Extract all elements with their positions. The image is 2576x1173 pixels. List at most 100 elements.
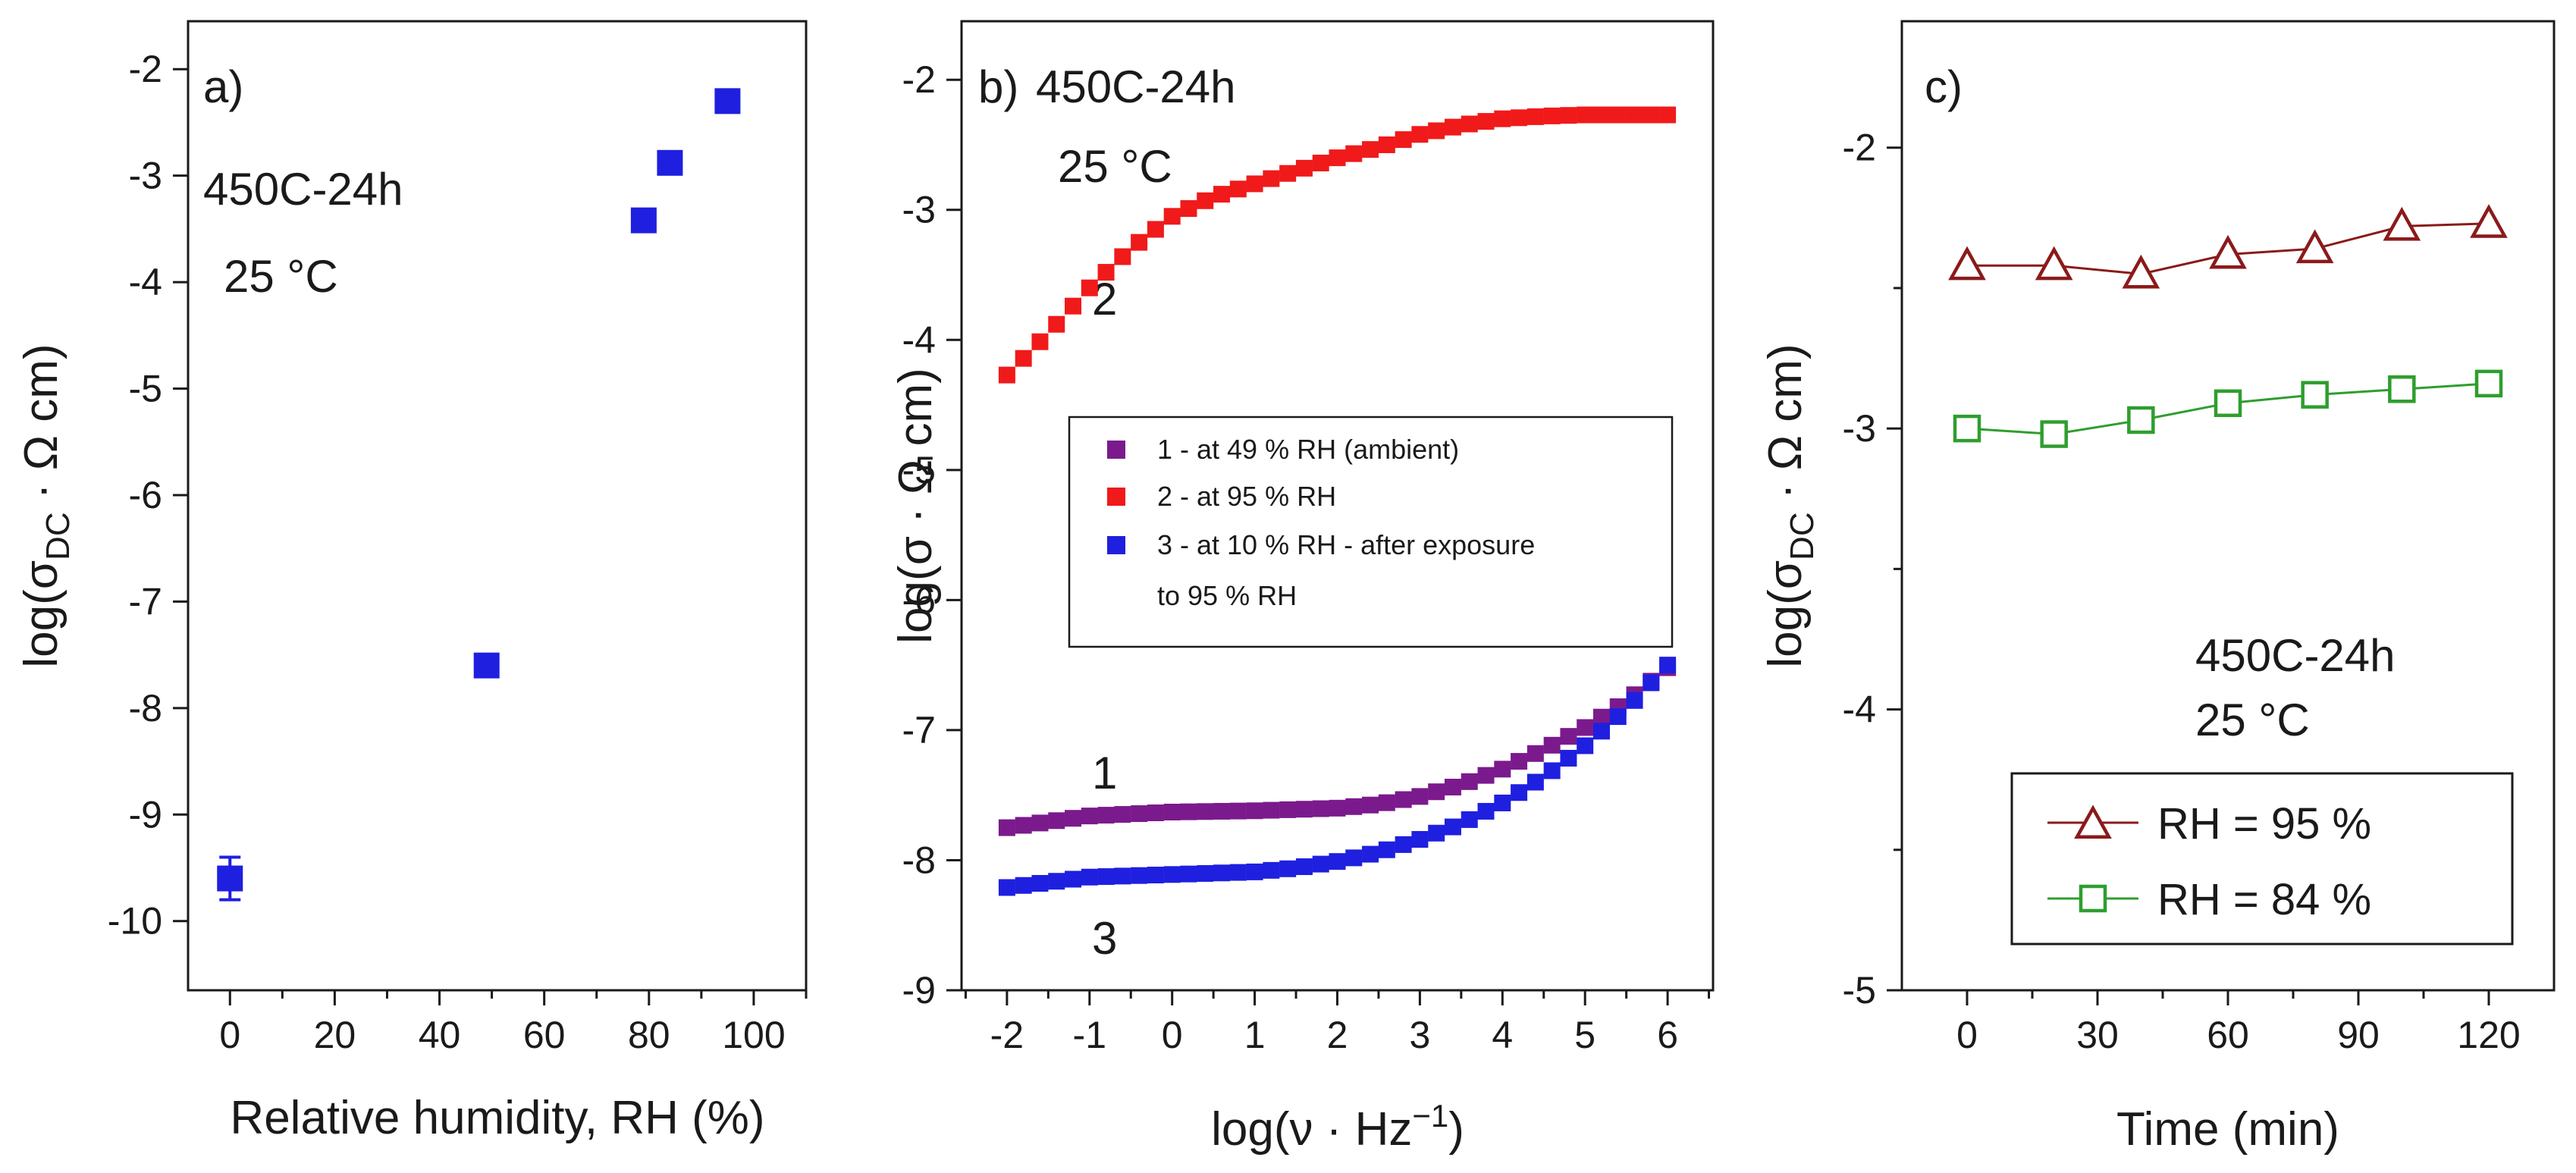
data-point	[1114, 248, 1131, 265]
data-point	[2388, 375, 2416, 403]
x-tick-label: 90	[2337, 1014, 2380, 1056]
data-point	[1543, 762, 1561, 779]
y-tick-label: -4	[129, 261, 162, 303]
data-point	[1428, 122, 1445, 140]
data-point	[1197, 192, 1214, 209]
data-point	[1461, 811, 1478, 828]
x-axis-title-superscript: −1	[1412, 1098, 1448, 1134]
x-tick-label: 6	[1657, 1014, 1678, 1056]
data-point	[1015, 817, 1032, 834]
data-point	[657, 149, 683, 176]
x-axis-title-suffix: )	[1448, 1103, 1464, 1156]
data-point	[1031, 874, 1049, 892]
y-axis-title: log(σDC · Ω cm)	[15, 343, 77, 667]
data-point	[630, 207, 657, 234]
data-point	[1213, 864, 1231, 882]
data-point	[1543, 107, 1561, 124]
data-point	[2383, 206, 2421, 241]
data-point	[1081, 868, 1098, 886]
data-point	[1097, 868, 1115, 886]
y-tick-label: -2	[1843, 127, 1876, 169]
data-point	[1295, 801, 1313, 818]
y-axis-title: log(σ · Ω cm)	[890, 368, 942, 644]
sample-annotation: 450C-24h	[1036, 61, 1236, 112]
data-point	[998, 819, 1015, 836]
data-point	[1444, 779, 1461, 796]
data-point	[1428, 824, 1445, 842]
x-tick-label: -2	[990, 1014, 1024, 1056]
y-tick-label: -7	[129, 580, 162, 623]
data-point	[1329, 149, 1346, 167]
data-series-1	[1948, 204, 2508, 289]
data-point	[1213, 186, 1231, 203]
curve-label-3: 3	[1092, 913, 1117, 964]
y-tick-label: -9	[129, 793, 162, 836]
data-point	[714, 88, 741, 114]
data-point	[1461, 773, 1478, 790]
data-point	[1395, 131, 1412, 149]
data-point	[1378, 794, 1395, 811]
data-point	[1444, 118, 1461, 136]
y-tick-label: -4	[1843, 688, 1876, 731]
data-point	[1526, 745, 1544, 762]
legend-marker	[1107, 488, 1125, 506]
data-point	[1362, 845, 1379, 863]
x-axis-title: Time (min)	[2116, 1103, 2339, 1156]
data-point	[1345, 798, 1363, 815]
data-point	[1411, 831, 1429, 848]
legend-entry-label: 3 - at 10 % RH - after exposure	[1157, 529, 1535, 560]
data-point	[1246, 175, 1263, 193]
y-axis-title-suffix: · Ω cm)	[1759, 343, 1812, 512]
data-point	[1494, 761, 1511, 778]
y-axis-title: log(σDC · Ω cm)	[1759, 343, 1821, 667]
data-point	[2474, 369, 2503, 398]
x-tick-label: 20	[314, 1014, 356, 1056]
y-tick-label: -4	[902, 318, 936, 361]
data-point	[1015, 877, 1032, 894]
data-point	[1378, 841, 1395, 858]
data-point	[1263, 801, 1280, 819]
data-point	[1131, 805, 1148, 823]
data-point	[1345, 145, 1363, 162]
data-point	[1114, 806, 1131, 823]
x-axis-title: Relative humidity, RH (%)	[230, 1092, 764, 1144]
data-point	[2214, 389, 2242, 418]
data-point	[1147, 221, 1164, 238]
data-point	[1263, 861, 1280, 879]
data-point	[1362, 796, 1379, 814]
y-tick-label: -3	[129, 155, 162, 197]
curve-label-1: 1	[1092, 748, 1117, 798]
data-point	[2122, 254, 2160, 289]
legend-marker	[1107, 441, 1125, 459]
data-point	[2074, 804, 2112, 839]
data-point	[2035, 246, 2073, 281]
data-point	[1362, 141, 1379, 158]
x-tick-label: 100	[722, 1014, 785, 1056]
data-point	[1097, 264, 1115, 281]
legend-entry-label: 2 - at 95 % RH	[1157, 481, 1336, 512]
data-point	[1948, 246, 1986, 281]
data-series-2	[1953, 369, 2503, 448]
data-point	[1015, 350, 1032, 367]
data-point	[1048, 315, 1065, 333]
data-point	[1477, 802, 1495, 820]
data-point	[2040, 420, 2068, 448]
sample-annotation: 450C-24h	[203, 164, 403, 215]
x-tick-label: 40	[419, 1014, 461, 1056]
data-point	[1279, 165, 1297, 182]
data-point	[1560, 107, 1577, 124]
y-tick-label: -5	[129, 368, 162, 410]
data-point	[1609, 708, 1627, 726]
data-point	[1295, 159, 1313, 177]
data-point	[1953, 414, 1981, 443]
data-point	[1180, 803, 1197, 820]
panel-a-chart: 0 20 40 60 80 100 -2 -3 -4 -5 -6 -7 -8 -9 -10 a) 450C-24…	[15, 20, 808, 1144]
y-axis-title-prefix: log(σ	[1759, 560, 1812, 668]
data-point	[998, 366, 1015, 384]
data-point	[1477, 767, 1495, 784]
data-point	[1592, 106, 1610, 124]
data-point	[1395, 836, 1412, 853]
x-tick-label: 1	[1244, 1014, 1266, 1056]
data-point	[1329, 799, 1346, 817]
data-point	[1229, 180, 1247, 198]
